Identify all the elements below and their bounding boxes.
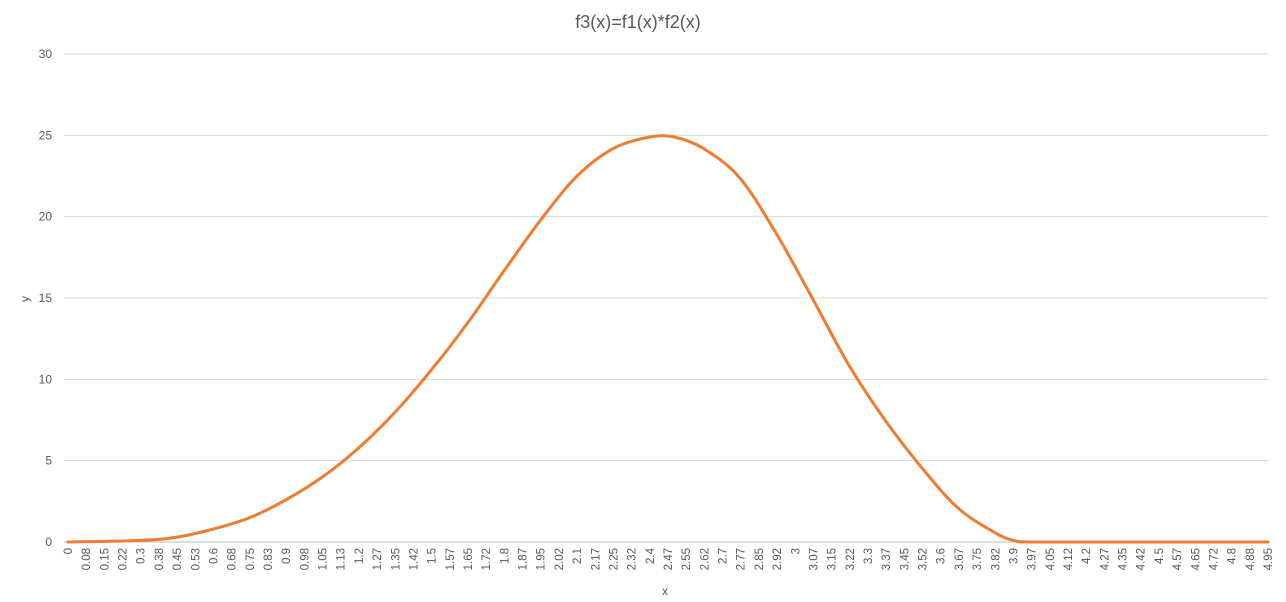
y-tick-label: 20 xyxy=(39,210,53,224)
x-tick-label: 1.05 xyxy=(318,548,330,570)
x-tick-label: 2.32 xyxy=(627,548,639,570)
x-tick-label: 3.82 xyxy=(990,548,1002,570)
x-tick-label: 2.55 xyxy=(681,548,693,570)
x-tick-label: 1.72 xyxy=(481,548,493,570)
x-tick-label: 2.92 xyxy=(772,548,784,570)
x-tick-label: 4.65 xyxy=(1190,548,1202,570)
y-tick-label: 5 xyxy=(45,454,52,468)
y-axis-ticks: 0 5 10 15 20 25 30 xyxy=(39,47,53,549)
x-tick-label: 1.5 xyxy=(427,548,439,564)
x-tick-label: 3.45 xyxy=(899,548,911,570)
x-tick-label: 2.1 xyxy=(572,548,584,564)
x-tick-label: 2.02 xyxy=(554,548,566,570)
x-tick-label: 0.22 xyxy=(118,548,130,570)
x-tick-label: 3.97 xyxy=(1027,548,1039,570)
x-tick-label: 0.9 xyxy=(281,548,293,564)
x-tick-label: 4.72 xyxy=(1208,548,1220,570)
x-tick-label: 3.3 xyxy=(863,548,875,564)
x-tick-label: 3.52 xyxy=(918,548,930,570)
x-axis-ticks: 0 0.08 0.15 0.22 0.3 0.38 0.45 0.53 0.6 0.68 0.75 0… xyxy=(63,547,1275,570)
x-tick-label: 3.9 xyxy=(1008,548,1020,564)
x-tick-label: 1.65 xyxy=(463,548,475,570)
x-tick-label: 0.6 xyxy=(208,548,220,564)
x-tick-label: 0.08 xyxy=(81,548,93,570)
x-tick-label: 3.15 xyxy=(827,548,839,570)
x-tick-label: 1.13 xyxy=(336,548,348,570)
x-tick-label: 3.37 xyxy=(881,548,893,570)
x-tick-label: 0 xyxy=(63,548,75,554)
x-tick-label: 4.2 xyxy=(1081,548,1093,564)
x-tick-label: 0.98 xyxy=(299,548,311,570)
x-tick-label: 4.05 xyxy=(1045,548,1057,570)
x-tick-label: 0.75 xyxy=(245,548,257,570)
x-tick-label: 4.88 xyxy=(1245,548,1257,570)
x-tick-label: 4.5 xyxy=(1154,548,1166,564)
y-tick-label: 0 xyxy=(45,535,52,549)
x-tick-label: 0.45 xyxy=(172,548,184,570)
x-tick-label: 0.53 xyxy=(190,548,202,570)
x-tick-label: 2.17 xyxy=(590,548,602,570)
x-tick-label: 2.85 xyxy=(754,548,766,570)
x-tick-label: 0.15 xyxy=(99,548,111,570)
x-tick-label: 2.25 xyxy=(608,548,620,570)
x-tick-label: 3.67 xyxy=(954,548,966,570)
x-tick-label: 2.7 xyxy=(718,548,730,564)
x-tick-label: 2.47 xyxy=(663,548,675,570)
x-tick-label: 1.87 xyxy=(518,548,530,570)
x-tick-label: 3.6 xyxy=(936,548,948,564)
x-tick-label: 1.35 xyxy=(390,548,402,570)
x-axis-label: x xyxy=(662,584,668,598)
y-tick-label: 30 xyxy=(39,47,53,61)
x-tick-label: 1.2 xyxy=(354,548,366,564)
x-tick-label: 1.8 xyxy=(499,548,511,564)
y-tick-label: 25 xyxy=(39,128,53,142)
x-tick-label: 0.3 xyxy=(136,548,148,564)
x-tick-label: 3 xyxy=(790,548,802,554)
x-tick-label: 4.27 xyxy=(1099,548,1111,570)
x-tick-label: 1.95 xyxy=(536,548,548,570)
x-tick-label: 4.57 xyxy=(1172,548,1184,570)
x-tick-label: 2.4 xyxy=(645,547,657,564)
x-tick-label: 1.42 xyxy=(408,548,420,570)
gridlines xyxy=(64,53,1268,543)
x-tick-label: 1.27 xyxy=(372,548,384,570)
x-tick-label: 4.35 xyxy=(1118,548,1130,570)
x-tick-label: 1.57 xyxy=(445,548,457,570)
y-tick-label: 10 xyxy=(39,372,53,386)
x-tick-label: 3.75 xyxy=(972,548,984,570)
x-tick-label: 4.12 xyxy=(1063,548,1075,570)
x-tick-label: 0.83 xyxy=(263,548,275,570)
x-tick-label: 2.77 xyxy=(736,548,748,570)
x-tick-label: 2.62 xyxy=(699,548,711,570)
y-tick-label: 15 xyxy=(39,291,53,305)
x-tick-label: 4.95 xyxy=(1263,548,1275,570)
x-tick-label: 0.38 xyxy=(154,548,166,570)
x-tick-label: 0.68 xyxy=(227,548,239,570)
x-tick-label: 3.22 xyxy=(845,548,857,570)
series-line xyxy=(66,134,1270,544)
chart-title: f3(x)=f1(x)*f2(x) xyxy=(575,12,701,32)
x-tick-label: 4.42 xyxy=(1136,548,1148,570)
x-tick-label: 4.8 xyxy=(1227,548,1239,564)
x-tick-label: 3.07 xyxy=(808,548,820,570)
